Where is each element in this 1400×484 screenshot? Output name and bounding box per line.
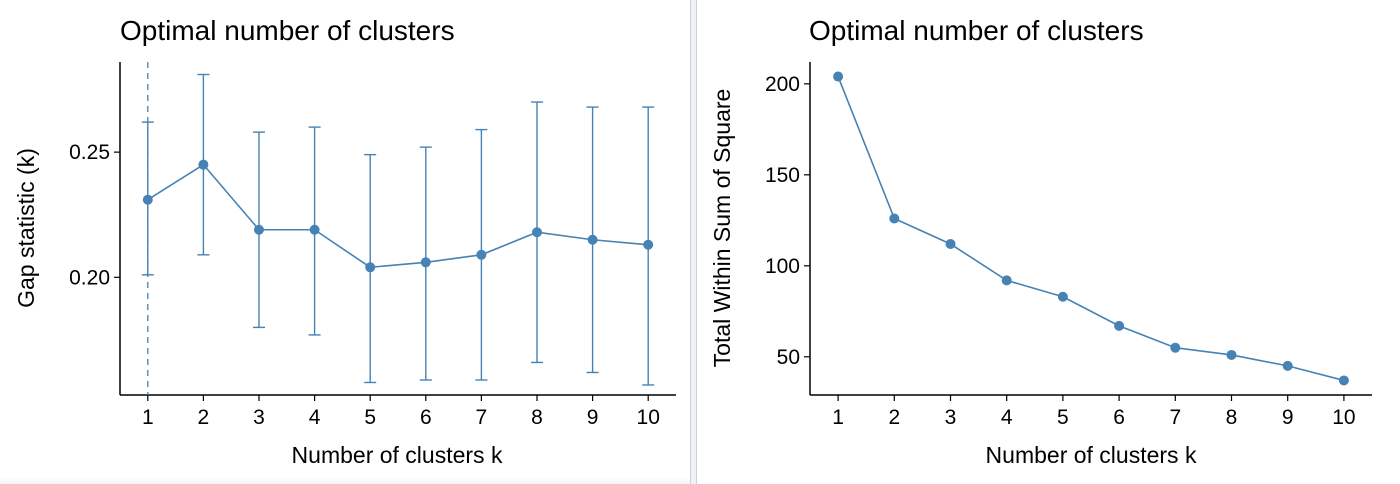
x-tick-label: 8 bbox=[1226, 406, 1238, 429]
gap-statistic-chart: Optimal number of clusters Number of clu… bbox=[13, 15, 676, 468]
data-point bbox=[945, 238, 956, 249]
x-tick-label: 5 bbox=[364, 406, 376, 429]
data-point bbox=[833, 71, 844, 82]
y-tick-label: 0.25 bbox=[69, 141, 110, 164]
x-tick-label: 1 bbox=[832, 406, 844, 429]
x-tick-label: 10 bbox=[637, 406, 660, 429]
data-point bbox=[532, 227, 542, 238]
x-tick-label: 6 bbox=[1113, 406, 1125, 429]
data-point bbox=[365, 262, 376, 273]
chart-title: Optimal number of clusters bbox=[120, 15, 455, 46]
data-point bbox=[198, 159, 209, 170]
data-point bbox=[1114, 320, 1125, 331]
x-tick-label: 2 bbox=[888, 406, 900, 429]
data-point bbox=[587, 234, 598, 245]
x-tick-label: 4 bbox=[1001, 406, 1013, 429]
series-line bbox=[147, 163, 649, 269]
chart-title: Optimal number of clusters bbox=[809, 15, 1144, 46]
footer-strip bbox=[0, 476, 690, 484]
x-tick-label: 7 bbox=[476, 406, 488, 429]
x-tick-label: 3 bbox=[945, 406, 957, 429]
series-line bbox=[837, 76, 1345, 382]
y-axis-title: Gap statistic (k) bbox=[13, 148, 39, 308]
data-point bbox=[1282, 360, 1293, 371]
data-point bbox=[1170, 342, 1181, 353]
y-tick-label: 100 bbox=[765, 255, 800, 278]
data-point bbox=[889, 213, 900, 224]
panel-divider bbox=[690, 0, 697, 484]
data-point bbox=[420, 257, 431, 268]
data-point bbox=[1338, 375, 1349, 386]
y-tick-label: 0.20 bbox=[69, 266, 110, 289]
data-point bbox=[1226, 349, 1237, 360]
x-tick-label: 1 bbox=[142, 406, 154, 429]
y-tick-label: 200 bbox=[765, 73, 800, 96]
x-tick-label: 2 bbox=[198, 406, 210, 429]
data-point bbox=[1057, 291, 1068, 302]
x-tick-label: 10 bbox=[1332, 406, 1355, 429]
data-point bbox=[1001, 275, 1012, 286]
gap-statistic-panel: Optimal number of clusters Number of clu… bbox=[0, 0, 690, 484]
data-point bbox=[309, 224, 320, 235]
data-point bbox=[476, 249, 487, 260]
wss-panel: Optimal number of clusters Number of clu… bbox=[697, 0, 1400, 484]
x-tick-label: 3 bbox=[253, 406, 265, 429]
x-tick-label: 9 bbox=[1282, 406, 1294, 429]
x-tick-label: 7 bbox=[1169, 406, 1181, 429]
data-point bbox=[142, 194, 153, 205]
y-tick-label: 50 bbox=[777, 346, 800, 369]
x-axis-title: Number of clusters k bbox=[986, 442, 1197, 468]
y-tick-label: 150 bbox=[765, 164, 800, 187]
data-point bbox=[643, 239, 654, 250]
x-tick-label: 8 bbox=[531, 406, 543, 429]
x-tick-label: 6 bbox=[420, 406, 432, 429]
data-point bbox=[254, 224, 264, 235]
wss-chart: Optimal number of clusters Number of clu… bbox=[709, 15, 1372, 468]
x-tick-label: 5 bbox=[1057, 406, 1069, 429]
x-tick-label: 4 bbox=[309, 406, 321, 429]
x-axis-title: Number of clusters k bbox=[292, 442, 503, 468]
x-tick-label: 9 bbox=[587, 406, 599, 429]
y-axis-title: Total Within Sum of Square bbox=[709, 89, 735, 368]
